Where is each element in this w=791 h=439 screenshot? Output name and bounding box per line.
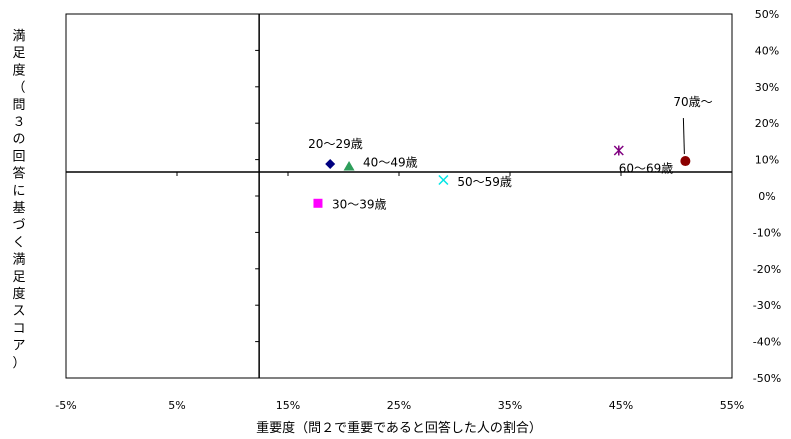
y-axis-title-char: 足 [12, 270, 25, 285]
point-label: 60～69歳 [619, 162, 674, 176]
point-x-marker [438, 174, 449, 186]
y-axis-title-char: づ [12, 218, 25, 233]
label-leader-line [682, 118, 685, 155]
y-axis-title-char: ス [12, 304, 25, 319]
leader-lines [682, 118, 685, 155]
y-axis-title-char: （ [12, 81, 25, 96]
y-tick-label: 10% [755, 154, 779, 167]
x-axis-title: 重要度（問２で重要であると回答した人の割合） [256, 420, 542, 436]
y-tick-label: 30% [755, 81, 779, 94]
y-axis-title-char: 度 [12, 286, 25, 302]
x-tick-label: 25% [387, 399, 411, 412]
point-label: 70歳～ [673, 95, 712, 109]
y-tick-label: 20% [755, 117, 779, 130]
point-label: 30～39歳 [332, 197, 387, 211]
tick-marks [65, 13, 733, 379]
data-points [313, 145, 691, 208]
y-tick-labels: 50% 40% 30% 20% 10% 0% -10% -20% -30% -40% -50% [753, 8, 781, 385]
y-axis-title-char: コ [12, 321, 25, 336]
y-axis-title-char: の [12, 132, 25, 147]
x-tick-label: 35% [498, 399, 522, 412]
plot-area [65, 13, 733, 379]
y-axis-title-char: ） [12, 356, 25, 371]
y-axis-title-char: 問 [12, 98, 25, 113]
y-tick-label: -40% [753, 336, 781, 349]
point-label: 50～59歳 [457, 175, 512, 189]
point-label: 40～49歳 [363, 156, 418, 170]
x-tick-label: 5% [168, 399, 185, 412]
y-axis-title-char: 度 [12, 62, 25, 78]
y-tick-label: -30% [753, 299, 781, 312]
point-label: 20～29歳 [308, 137, 363, 151]
y-axis-title-char: ア [12, 339, 25, 354]
point-diamond-marker [325, 158, 336, 169]
y-axis-title-char: 答 [12, 166, 25, 182]
y-tick-label: -50% [753, 372, 781, 385]
y-tick-label: 50% [755, 8, 779, 21]
point-labels: 20～29歳 30～39歳 40～49歳 50～59歳 60～69歳 70歳～ [308, 95, 712, 211]
y-axis-title-char: 足 [12, 46, 25, 61]
y-axis-title-char: 基 [12, 201, 25, 216]
point-square-marker [313, 198, 323, 208]
y-axis-title-char: 満 [12, 29, 25, 44]
y-axis-title-char: 回 [12, 149, 25, 164]
point-triangle-marker [343, 161, 355, 171]
y-axis-title-char: 満 [12, 253, 25, 268]
y-tick-label: 40% [755, 44, 779, 57]
point-star-marker [613, 145, 624, 156]
y-tick-label: -20% [753, 263, 781, 276]
point-circle-marker [680, 156, 691, 167]
y-tick-label: -10% [753, 226, 781, 239]
x-tick-label: -5% [55, 399, 76, 412]
x-tick-label: 15% [276, 399, 300, 412]
x-tick-labels: -5% 5% 15% 25% 35% 45% 55% [55, 399, 744, 412]
x-tick-label: 45% [609, 399, 633, 412]
y-axis-title-char: に [12, 184, 25, 199]
y-axis-title-char: く [12, 235, 25, 250]
y-tick-label: 0% [758, 190, 775, 203]
x-tick-label: 55% [720, 399, 744, 412]
y-axis-title-char: ３ [12, 115, 25, 130]
